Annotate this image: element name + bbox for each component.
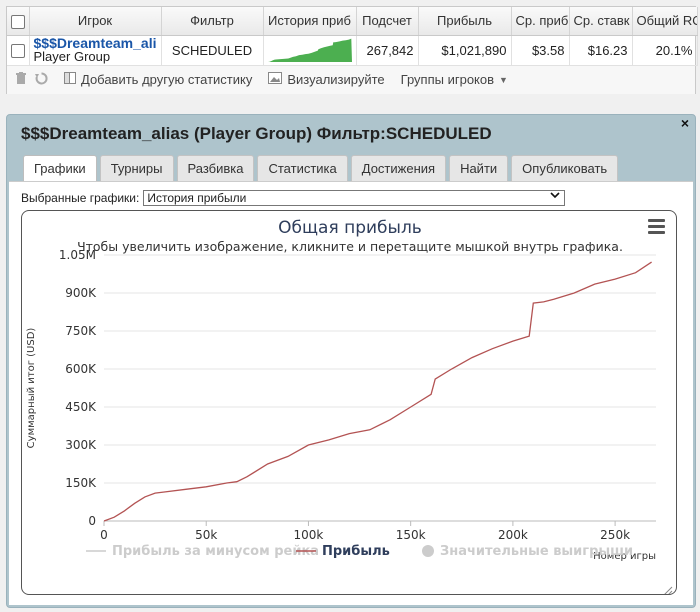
resize-grip-icon <box>664 586 673 594</box>
x-tick-label: 150k <box>396 528 426 542</box>
player-groups-menu[interactable]: Группы игроков ▼ <box>401 72 508 87</box>
tab-4[interactable]: Достижения <box>350 155 447 181</box>
chart-select-row: Выбранные графики: История прибыли <box>21 190 566 206</box>
table-header-row: Игрок Фильтр История приб Подсчет Прибыл… <box>7 7 698 36</box>
row-checkbox-cell[interactable] <box>7 35 30 66</box>
filter-cell: SCHEDULED <box>161 35 264 66</box>
roi-cell: 20.1% <box>632 35 698 66</box>
add-stat-button[interactable]: Добавить другую статистику <box>64 72 252 87</box>
col-header-count[interactable]: Подсчет <box>356 7 419 36</box>
columns-icon <box>64 72 76 87</box>
y-tick-label: 750K <box>65 324 97 338</box>
close-icon[interactable]: × <box>680 115 689 131</box>
grid-toolbar: Добавить другую статистику Визуализируйт… <box>7 65 695 94</box>
visualize-label: Визуализируйте <box>287 72 385 87</box>
x-tick-label: 50k <box>195 528 217 542</box>
col-header-avg-profit[interactable]: Ср. приб <box>511 7 570 36</box>
profit-cell: $1,021,890 <box>418 35 512 66</box>
player-name-link[interactable]: $$$Dreamteam_ali <box>33 35 157 51</box>
refresh-icon[interactable] <box>35 71 48 88</box>
tab-3[interactable]: Статистика <box>257 155 348 181</box>
y-tick-label: 1.05M <box>59 248 96 262</box>
stats-table: Игрок Фильтр История приб Подсчет Прибыл… <box>7 7 698 66</box>
col-header-player[interactable]: Игрок <box>29 7 162 36</box>
avg-profit-cell: $3.58 <box>511 35 570 66</box>
panel-tabs: Графики Турниры Разбивка Статистика Достижен… <box>23 155 619 182</box>
x-axis-label: Номер игры <box>593 551 656 562</box>
chart-subtitle: Чтобы увеличить изображение, кликните и … <box>77 239 623 254</box>
chevron-down-icon <box>550 190 560 204</box>
history-sparkline[interactable] <box>267 36 352 62</box>
avg-stake-cell: $16.23 <box>569 35 633 66</box>
y-tick-label: 900K <box>65 286 97 300</box>
player-group-label: Player Group <box>33 49 111 64</box>
history-sparkline-cell[interactable] <box>263 35 357 66</box>
player-groups-label: Группы игроков <box>400 72 495 87</box>
tab-6[interactable]: Опубликовать <box>511 155 619 181</box>
y-tick-label: 600K <box>65 362 97 376</box>
series-line-profit <box>103 261 652 522</box>
x-tick-label: 200k <box>498 528 528 542</box>
y-tick-label: 300K <box>65 438 97 452</box>
x-tick-label: 100k <box>294 528 324 542</box>
col-header-filter[interactable]: Фильтр <box>161 7 264 36</box>
col-header-roi[interactable]: Общий RO <box>632 7 698 36</box>
chart-title: Общая прибыль <box>278 218 422 238</box>
legend-item-0[interactable]: Прибыль за минусом рейка <box>112 544 319 559</box>
legend-item-1[interactable]: Прибыль <box>322 544 390 559</box>
table-row[interactable]: $$$Dreamteam_ali Player Group SCHEDULED … <box>7 35 698 66</box>
y-axis-label: Суммарный итог (USD) <box>26 328 37 449</box>
sparkline-area <box>267 38 352 62</box>
chart-select-label: Выбранные графики: <box>21 191 140 205</box>
col-header-profit[interactable]: Прибыль <box>418 7 512 36</box>
x-tick-label: 250k <box>600 528 630 542</box>
col-header-history[interactable]: История приб <box>263 7 357 36</box>
count-cell: 267,842 <box>356 35 419 66</box>
chart-select-value: История прибыли <box>147 191 247 205</box>
player-group-panel: $$$Dreamteam_alias (Player Group) Фильтр… <box>6 114 696 608</box>
visualize-button[interactable]: Визуализируйте <box>268 72 385 87</box>
legend-item-2[interactable]: Значительные выигрыши <box>440 544 633 559</box>
select-all-checkbox[interactable] <box>11 14 25 29</box>
image-icon <box>268 72 283 87</box>
x-tick-label: 0 <box>100 528 108 542</box>
chart-select[interactable]: История прибыли <box>143 190 566 206</box>
stats-grid: Игрок Фильтр История приб Подсчет Прибыл… <box>6 6 698 94</box>
panel-title: $$$Dreamteam_alias (Player Group) Фильтр… <box>21 124 492 143</box>
panel-body: Выбранные графики: История прибыли Общая… <box>9 181 693 605</box>
add-stat-label: Добавить другую статистику <box>81 72 253 87</box>
caret-down-icon: ▼ <box>499 74 508 85</box>
y-tick-label: 150K <box>65 476 97 490</box>
tab-1[interactable]: Турниры <box>99 155 174 181</box>
tab-2[interactable]: Разбивка <box>176 155 255 181</box>
col-header-avg-stake[interactable]: Ср. ставк <box>569 7 633 36</box>
select-all-cell[interactable] <box>7 7 30 36</box>
chart-menu-icon[interactable] <box>648 219 665 234</box>
y-tick-label: 450K <box>65 400 97 414</box>
tab-0[interactable]: Графики <box>23 155 97 182</box>
y-tick-label: 0 <box>88 514 96 528</box>
player-cell[interactable]: $$$Dreamteam_ali Player Group <box>29 35 162 66</box>
trash-icon[interactable] <box>15 71 27 88</box>
tab-5[interactable]: Найти <box>449 155 509 181</box>
chart-container[interactable]: Общая прибыль Чтобы увеличить изображение… <box>21 210 677 595</box>
legend-marker-2 <box>422 545 434 557</box>
row-checkbox[interactable] <box>11 43 25 58</box>
